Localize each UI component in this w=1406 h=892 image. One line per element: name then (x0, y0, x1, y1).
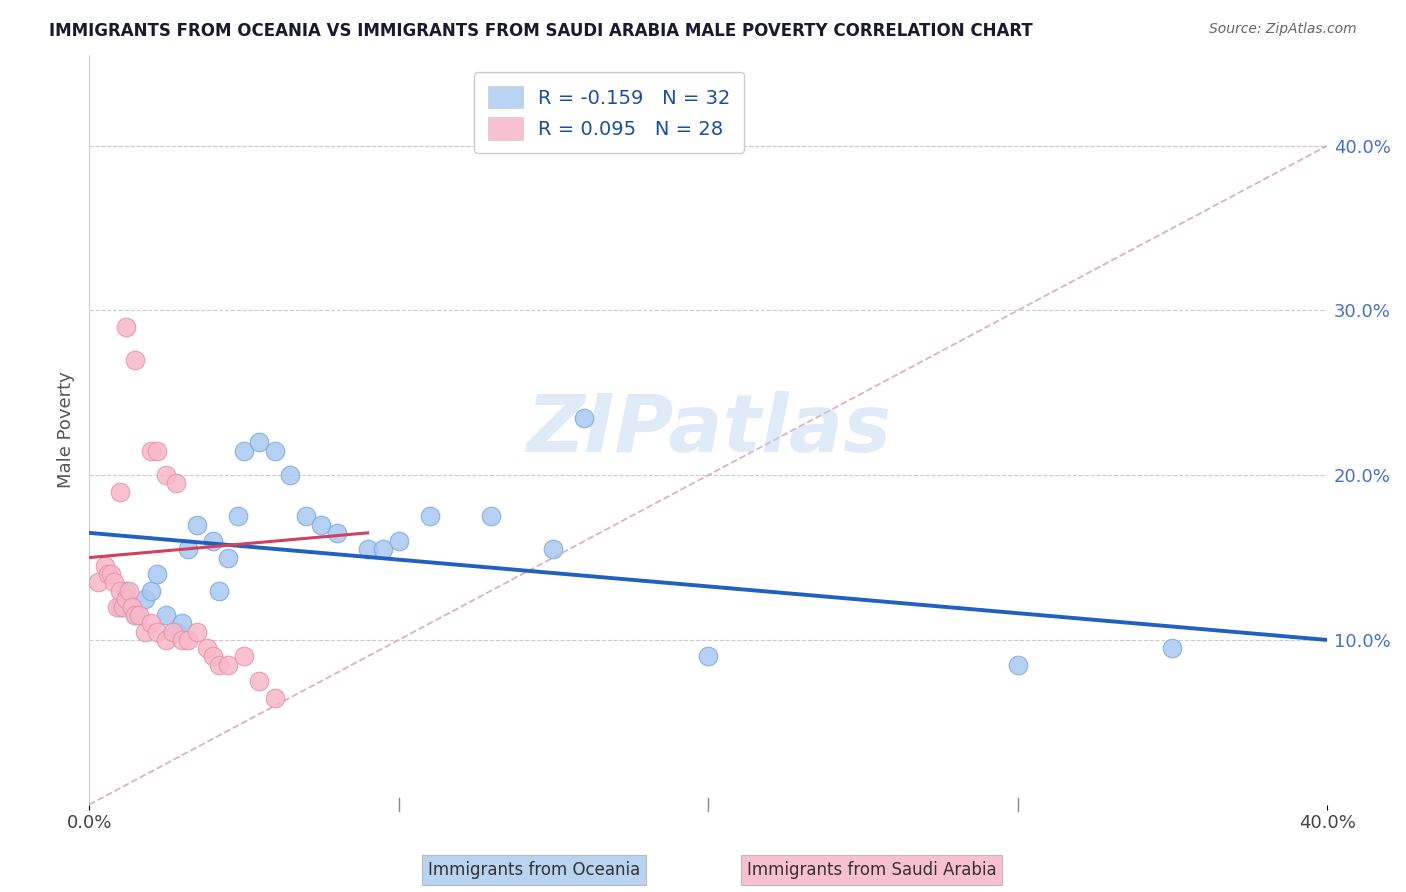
Point (201, 649, 224, 664)
Point (115, 320, 138, 334)
Point (574, 410, 596, 425)
Point (115, 583, 138, 598)
Point (112, 599, 135, 614)
Point (177, 632, 200, 647)
Point (419, 509, 441, 524)
Point (217, 550, 239, 565)
Point (309, 517, 332, 532)
Point (186, 517, 208, 532)
Point (1007, 657, 1029, 672)
Point (232, 443, 254, 458)
Legend: R = -0.159   N = 32, R = 0.095   N = 28: R = -0.159 N = 32, R = 0.095 N = 28 (474, 72, 744, 153)
Point (697, 649, 720, 664)
Point (124, 352, 146, 367)
Point (481, 509, 503, 524)
Point (170, 616, 193, 631)
Point (356, 542, 378, 557)
Point (195, 641, 218, 656)
Y-axis label: Male Poverty: Male Poverty (58, 372, 75, 488)
Point (247, 674, 270, 689)
Point (100, 567, 122, 582)
Point (108, 599, 131, 614)
Point (139, 583, 162, 598)
Point (208, 583, 231, 598)
Point (232, 649, 254, 664)
Point (170, 632, 193, 647)
Point (115, 591, 138, 606)
Point (155, 632, 177, 647)
Point (278, 468, 301, 483)
Point (134, 624, 156, 639)
Point (146, 443, 169, 458)
Text: Immigrants from Saudi Arabia: Immigrants from Saudi Arabia (747, 861, 997, 879)
Text: ZIPatlas: ZIPatlas (526, 391, 890, 469)
Point (387, 534, 409, 549)
Point (217, 657, 239, 672)
Point (186, 624, 208, 639)
Point (124, 608, 146, 623)
Point (108, 484, 131, 499)
Point (108, 583, 131, 598)
Point (103, 575, 125, 590)
Point (247, 435, 270, 450)
Point (124, 608, 146, 623)
Point (208, 657, 231, 672)
Point (128, 608, 150, 623)
Point (155, 468, 177, 483)
Point (97, 567, 120, 582)
Point (263, 443, 285, 458)
Point (87, 575, 110, 590)
Point (118, 583, 141, 598)
Point (201, 534, 224, 549)
Point (177, 542, 200, 557)
Point (294, 509, 316, 524)
Text: Immigrants from Oceania: Immigrants from Oceania (429, 861, 640, 879)
Point (371, 542, 394, 557)
Point (1161, 641, 1184, 656)
Text: Source: ZipAtlas.com: Source: ZipAtlas.com (1209, 22, 1357, 37)
Point (146, 567, 169, 582)
Point (146, 624, 169, 639)
Point (165, 624, 187, 639)
Point (263, 690, 285, 705)
Text: IMMIGRANTS FROM OCEANIA VS IMMIGRANTS FROM SAUDI ARABIA MALE POVERTY CORRELATION: IMMIGRANTS FROM OCEANIA VS IMMIGRANTS FR… (49, 22, 1033, 40)
Point (226, 509, 249, 524)
Point (93, 558, 115, 573)
Point (155, 608, 177, 623)
Point (134, 591, 156, 606)
Point (139, 616, 162, 631)
Point (165, 476, 187, 491)
Point (121, 599, 143, 614)
Point (105, 599, 128, 614)
Point (543, 542, 565, 557)
Point (162, 624, 184, 639)
Point (325, 525, 347, 540)
Point (139, 443, 162, 458)
